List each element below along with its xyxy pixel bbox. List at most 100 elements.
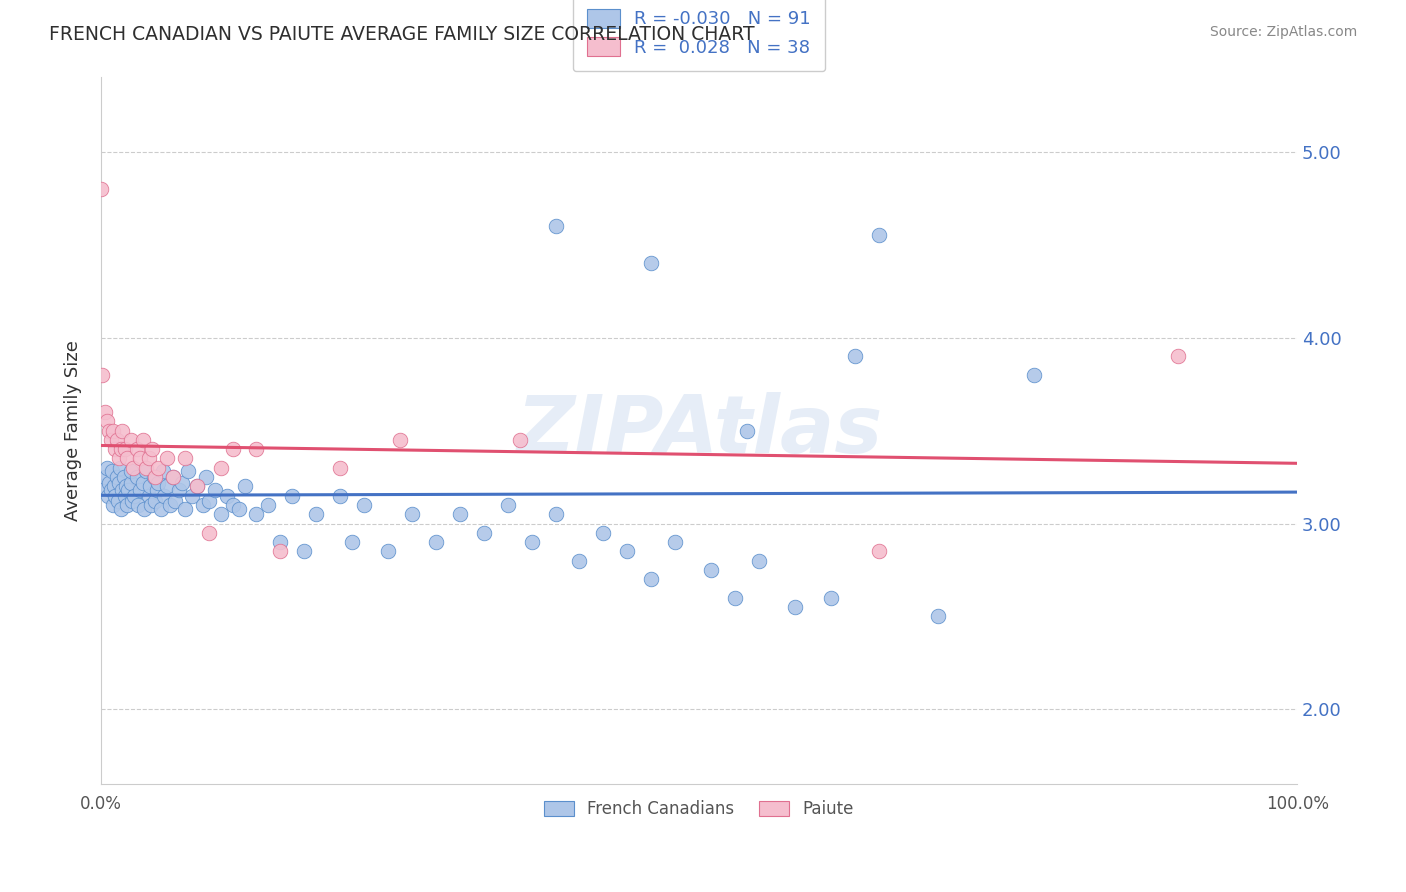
Point — [110, 501, 132, 516]
Point — [844, 349, 866, 363]
Point — [100, 433, 122, 447]
Point — [91, 479, 114, 493]
Point — [100, 483, 122, 497]
Point — [135, 460, 157, 475]
Point — [107, 494, 129, 508]
Point — [124, 489, 146, 503]
Point — [228, 501, 250, 516]
Point — [233, 479, 256, 493]
Point — [122, 460, 145, 475]
Point — [127, 498, 149, 512]
Text: FRENCH CANADIAN VS PAIUTE AVERAGE FAMILY SIZE CORRELATION CHART: FRENCH CANADIAN VS PAIUTE AVERAGE FAMILY… — [49, 25, 755, 44]
Point — [329, 489, 352, 503]
Point — [100, 465, 122, 479]
Point — [156, 479, 179, 493]
Point — [141, 498, 163, 512]
Point — [292, 544, 315, 558]
Point — [114, 489, 136, 503]
Point — [195, 470, 218, 484]
Point — [269, 544, 291, 558]
Point — [640, 256, 662, 270]
Point — [340, 535, 363, 549]
Point — [141, 442, 163, 457]
Point — [115, 479, 138, 493]
Point — [93, 470, 115, 484]
Point — [221, 498, 243, 512]
Point — [197, 494, 219, 508]
Point — [191, 498, 214, 512]
Point — [472, 525, 495, 540]
Point — [108, 475, 131, 490]
Point — [125, 442, 148, 457]
Point — [162, 470, 184, 484]
Point — [221, 442, 243, 457]
Text: ZIPAtlas: ZIPAtlas — [516, 392, 882, 469]
Point — [1167, 349, 1189, 363]
Text: Source: ZipAtlas.com: Source: ZipAtlas.com — [1209, 25, 1357, 39]
Point — [425, 535, 447, 549]
Point — [143, 494, 166, 508]
Point — [173, 451, 195, 466]
Point — [98, 475, 121, 490]
Point — [139, 479, 162, 493]
Point — [177, 465, 200, 479]
Point — [927, 609, 949, 624]
Point — [121, 494, 143, 508]
Legend: French Canadians, Paiute: French Canadians, Paiute — [537, 794, 860, 825]
Point — [148, 460, 170, 475]
Point — [98, 424, 121, 438]
Point — [640, 572, 662, 586]
Point — [111, 424, 134, 438]
Point — [108, 451, 131, 466]
Point — [91, 368, 114, 382]
Point — [401, 507, 423, 521]
Point — [820, 591, 842, 605]
Point — [101, 498, 124, 512]
Point — [186, 479, 208, 493]
Point — [868, 228, 890, 243]
Point — [389, 433, 412, 447]
Point — [148, 475, 170, 490]
Point — [132, 433, 155, 447]
Point — [783, 600, 806, 615]
Point — [138, 451, 160, 466]
Point — [724, 591, 747, 605]
Point — [97, 489, 120, 503]
Point — [868, 544, 890, 558]
Point — [93, 405, 115, 419]
Point — [120, 433, 142, 447]
Point — [105, 433, 128, 447]
Point — [111, 483, 134, 497]
Point — [143, 470, 166, 484]
Point — [748, 554, 770, 568]
Point — [117, 498, 139, 512]
Point — [520, 535, 543, 549]
Point — [377, 544, 399, 558]
Point — [209, 460, 232, 475]
Point — [449, 507, 471, 521]
Point — [105, 470, 128, 484]
Point — [104, 442, 127, 457]
Point — [120, 465, 142, 479]
Point — [329, 460, 352, 475]
Point — [245, 507, 267, 521]
Point — [269, 535, 291, 549]
Point — [101, 424, 124, 438]
Point — [496, 498, 519, 512]
Point — [159, 498, 181, 512]
Point — [180, 489, 202, 503]
Point — [146, 483, 169, 497]
Point — [167, 483, 190, 497]
Point — [96, 460, 118, 475]
Point — [129, 451, 152, 466]
Point — [90, 182, 112, 196]
Point — [120, 475, 142, 490]
Point — [1022, 368, 1045, 382]
Point — [616, 544, 638, 558]
Point — [103, 479, 125, 493]
Point — [664, 535, 686, 549]
Point — [156, 451, 179, 466]
Point — [165, 494, 187, 508]
Point — [108, 460, 131, 475]
Point — [544, 507, 567, 521]
